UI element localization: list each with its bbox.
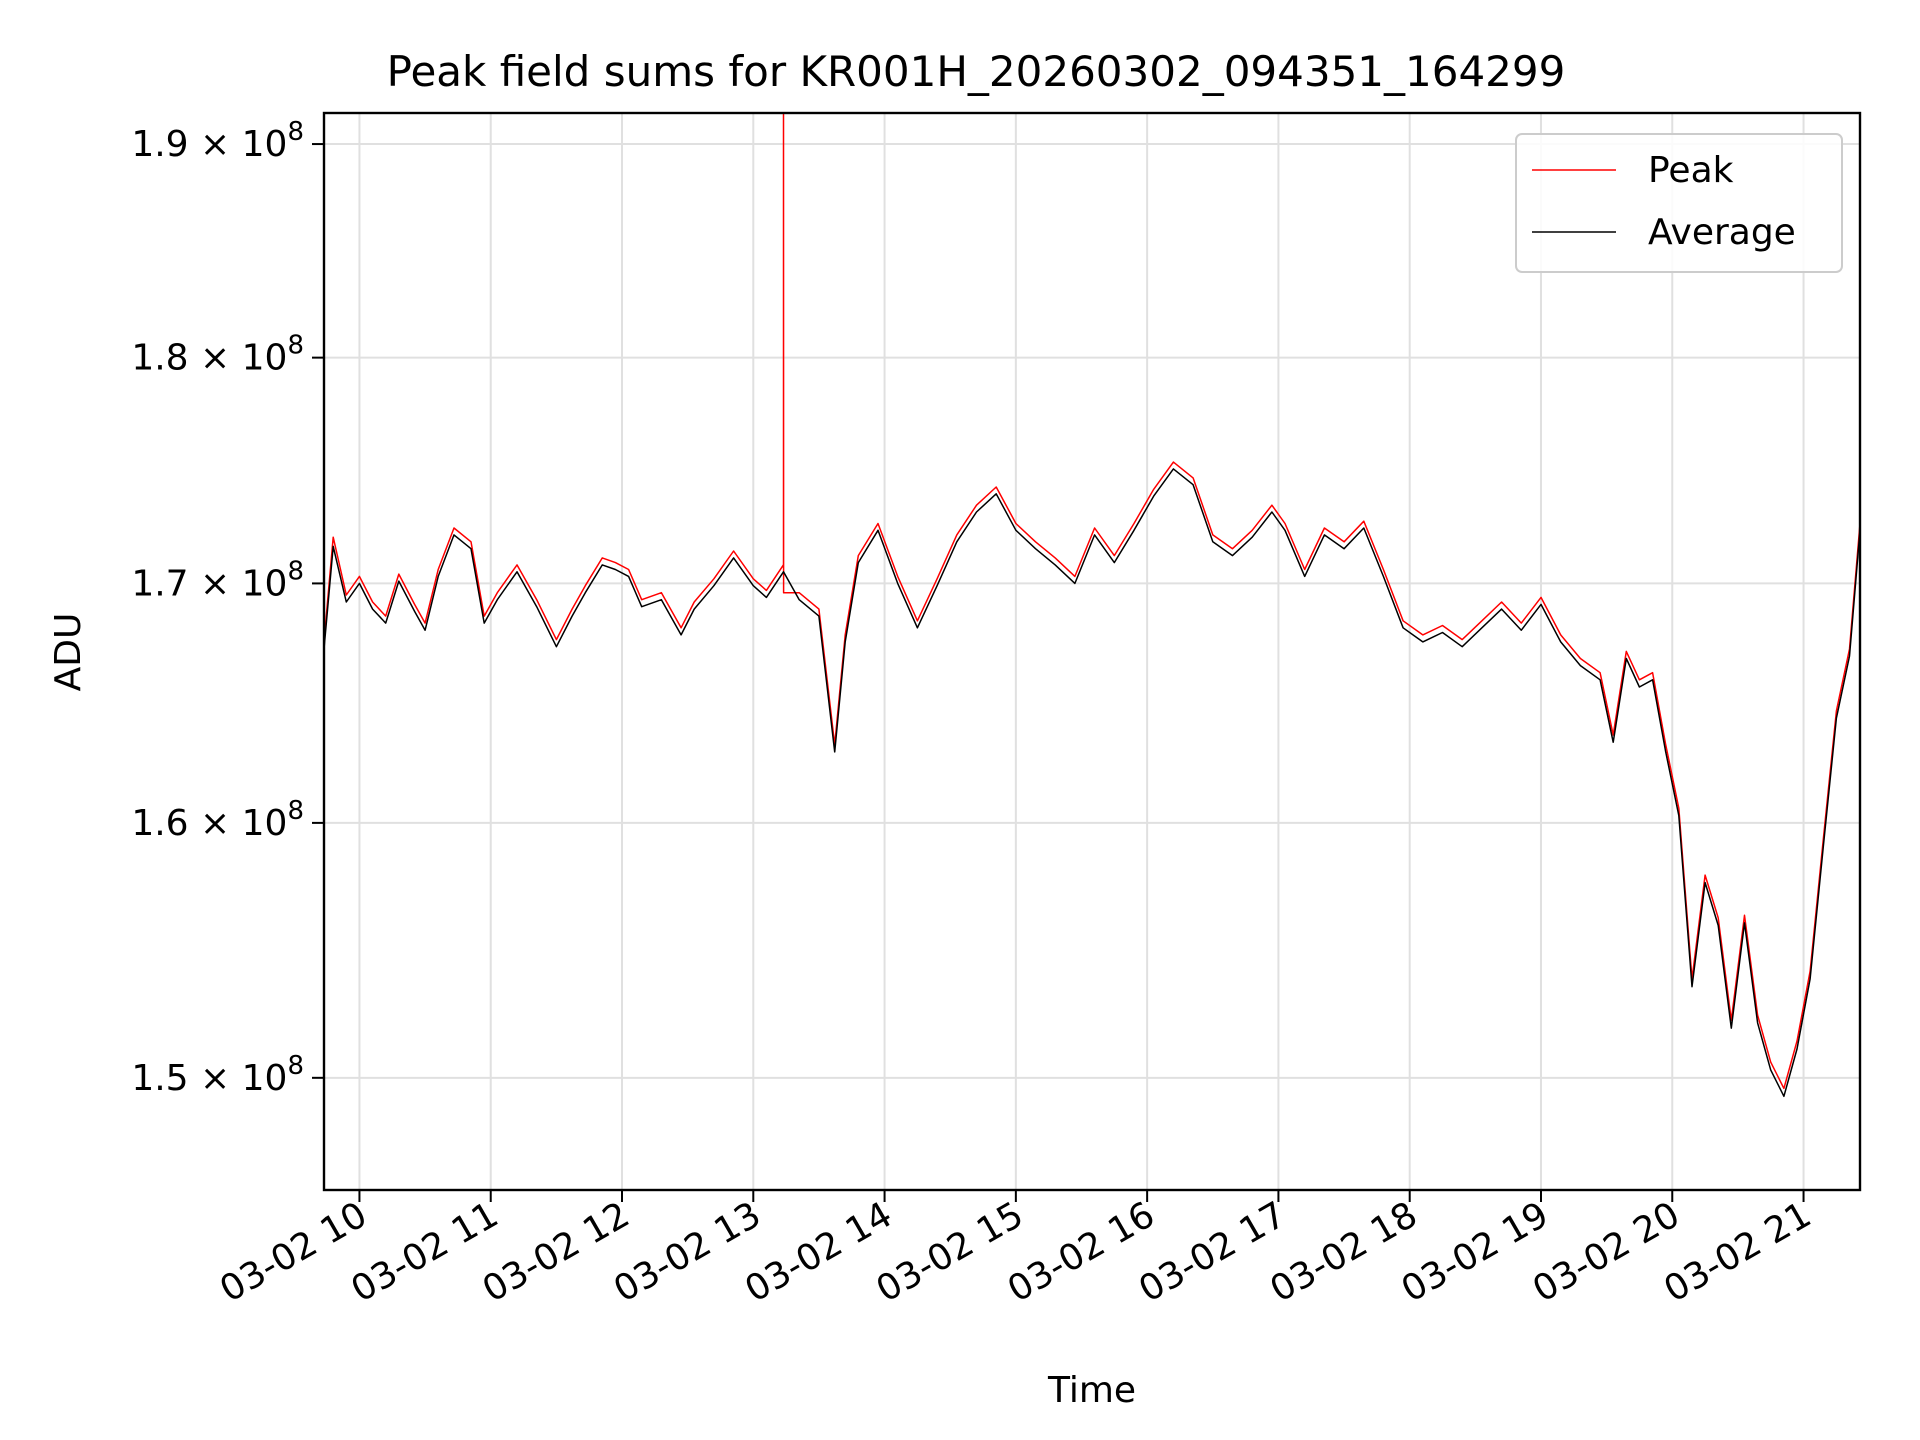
x-tick-label: 03-02 18 [1264, 1194, 1425, 1310]
x-tick-label: 03-02 21 [1657, 1194, 1818, 1310]
grid [324, 113, 1860, 1190]
y-tick-label: 1.9 × 108 [131, 117, 304, 165]
x-tick-label: 03-02 13 [607, 1194, 768, 1310]
x-tick-label: 03-02 11 [345, 1194, 506, 1310]
x-tick-label: 03-02 12 [476, 1194, 637, 1310]
x-tick-label: 03-02 17 [1132, 1194, 1293, 1310]
y-tick-label: 1.6 × 108 [131, 796, 304, 844]
legend-label-average: Average [1648, 212, 1796, 253]
x-tick-label: 03-02 19 [1395, 1194, 1556, 1310]
y-axis-label: ADU [48, 613, 89, 692]
legend-label-peak: Peak [1648, 150, 1734, 191]
x-tick-label: 03-02 16 [1001, 1194, 1162, 1310]
y-tick-label: 1.5 × 108 [131, 1051, 304, 1099]
x-tick-label: 03-02 20 [1526, 1194, 1687, 1310]
x-tick-label: 03-02 14 [738, 1194, 899, 1310]
plot-area [323, 112, 1861, 1098]
series-line-average [323, 468, 1861, 1098]
legend: Peak Average [1515, 133, 1843, 273]
y-tick-label: 1.7 × 108 [131, 556, 304, 604]
plot-frame [322, 111, 1862, 1192]
y-tick-label: 1.8 × 108 [131, 331, 304, 379]
chart-title: Peak field sums for KR001H_20260302_0943… [387, 47, 1566, 96]
x-tick-label: 03-02 15 [870, 1194, 1031, 1310]
series-layer [323, 112, 1861, 1098]
legend-box [1515, 133, 1843, 273]
x-axis-label: Time [1047, 1370, 1136, 1411]
y-axis: 1.5 × 108 1.6 × 108 1.7 × 108 1.8 × 108 1.9 … [131, 117, 324, 1099]
x-tick-label: 03-02 10 [213, 1194, 374, 1310]
series-line-peak [323, 112, 1861, 1090]
